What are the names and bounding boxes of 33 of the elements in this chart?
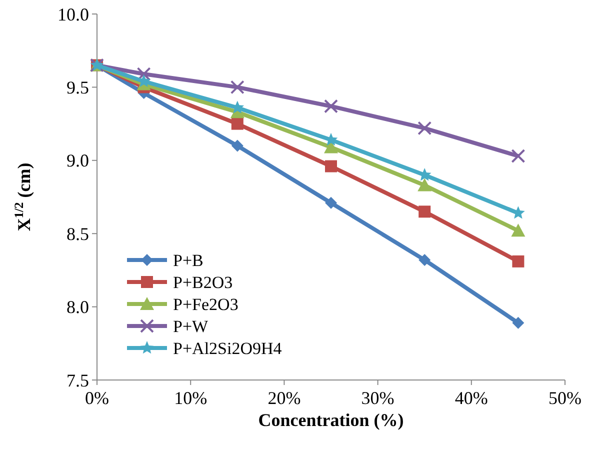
x-tick-label: 10% xyxy=(174,388,208,408)
point xyxy=(230,80,244,94)
y-tick-label: 8.0 xyxy=(66,297,89,318)
y-tick-label: 9.5 xyxy=(66,78,89,98)
point xyxy=(231,118,244,130)
x-axis-title: Concentration (%) xyxy=(258,410,404,430)
x-tick-label: 30% xyxy=(361,388,394,408)
point xyxy=(511,224,526,237)
legend-label: P+B2O3 xyxy=(173,272,233,292)
legend-label: P+Fe2O3 xyxy=(173,294,238,314)
point xyxy=(418,254,431,266)
point xyxy=(511,149,526,164)
point xyxy=(512,255,524,268)
point xyxy=(136,67,151,82)
point xyxy=(231,140,244,152)
x-tick-label: 20% xyxy=(268,388,301,408)
point xyxy=(512,316,524,329)
legend-label: P+W xyxy=(173,316,210,336)
point xyxy=(418,121,432,136)
y-tick-label: 9.0 xyxy=(66,150,89,171)
x-tick-label: 0% xyxy=(85,388,109,408)
point xyxy=(418,206,431,218)
y-tick-label: 8.5 xyxy=(66,224,89,244)
y-tick-label: 10.0 xyxy=(58,4,89,24)
point xyxy=(324,99,338,114)
point xyxy=(325,160,337,172)
legend-label: P+Al2Si2O9H4 xyxy=(173,338,282,358)
legend-label: P+B xyxy=(173,250,204,270)
x-tick-label: 40% xyxy=(454,388,488,408)
point xyxy=(418,178,432,192)
x-tick-label: 50% xyxy=(548,388,582,408)
y-tick-label: 7.5 xyxy=(66,370,89,390)
point xyxy=(325,196,337,209)
